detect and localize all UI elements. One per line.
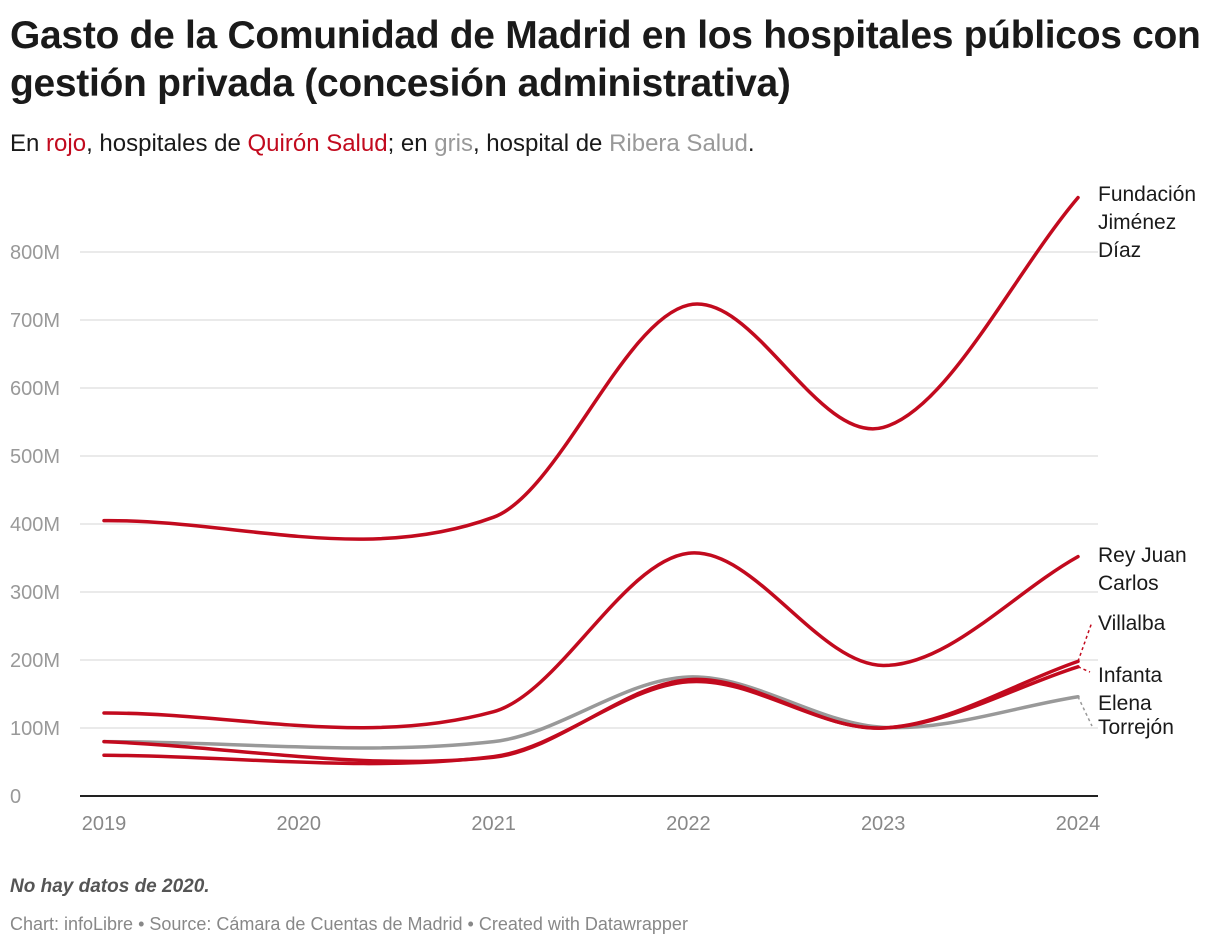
series-line-rey-juan-carlos bbox=[102, 551, 1080, 730]
x-tick-label: 2021 bbox=[471, 813, 516, 835]
label-torrejon: Torrejón bbox=[1098, 716, 1174, 739]
y-tick-label: 500M bbox=[10, 446, 60, 468]
label-rey-juan-carlos: Rey Juan Carlos bbox=[1098, 544, 1187, 595]
leader-line-torrejon bbox=[1077, 696, 1093, 727]
leader-line-villalba bbox=[1077, 621, 1093, 662]
series-line-torrejón bbox=[102, 675, 1080, 750]
x-tick-label: 2024 bbox=[1056, 813, 1101, 835]
y-tick-label: 700M bbox=[10, 310, 60, 332]
series-line-fundación-jiménez-díaz bbox=[102, 195, 1080, 541]
y-tick-label: 800M bbox=[10, 242, 60, 264]
chart-title: Gasto de la Comunidad de Madrid en los h… bbox=[10, 14, 1201, 105]
label-infanta-elena: Infanta Elena bbox=[1098, 664, 1163, 715]
x-tick-label: 2023 bbox=[861, 813, 906, 835]
x-tick-label: 2022 bbox=[666, 813, 711, 835]
y-tick-label: 400M bbox=[10, 514, 60, 536]
y-tick-label: 100M bbox=[10, 718, 60, 740]
series-line-villalba bbox=[102, 659, 1080, 764]
x-tick-label: 2020 bbox=[277, 813, 322, 835]
note: No hay datos de 2020. bbox=[10, 876, 210, 897]
footer: Chart: infoLibre • Source: Cámara de Cue… bbox=[10, 914, 688, 934]
label-villalba: Villalba bbox=[1098, 612, 1166, 635]
label-fundacion-jimenez-diaz: Fundación Jiménez Díaz bbox=[1098, 183, 1197, 262]
series-line-infanta-elena bbox=[102, 665, 1080, 766]
y-tick-label: 200M bbox=[10, 650, 60, 672]
y-tick-label: 300M bbox=[10, 582, 60, 604]
y-tick-label: 600M bbox=[10, 378, 60, 400]
chart-subtitle: En rojo, hospitales de Quirón Salud; en … bbox=[10, 130, 755, 157]
leader-line-infanta-elena bbox=[1077, 666, 1091, 673]
y-tick-label: 0 bbox=[10, 786, 21, 808]
x-tick-label: 2019 bbox=[82, 813, 127, 835]
